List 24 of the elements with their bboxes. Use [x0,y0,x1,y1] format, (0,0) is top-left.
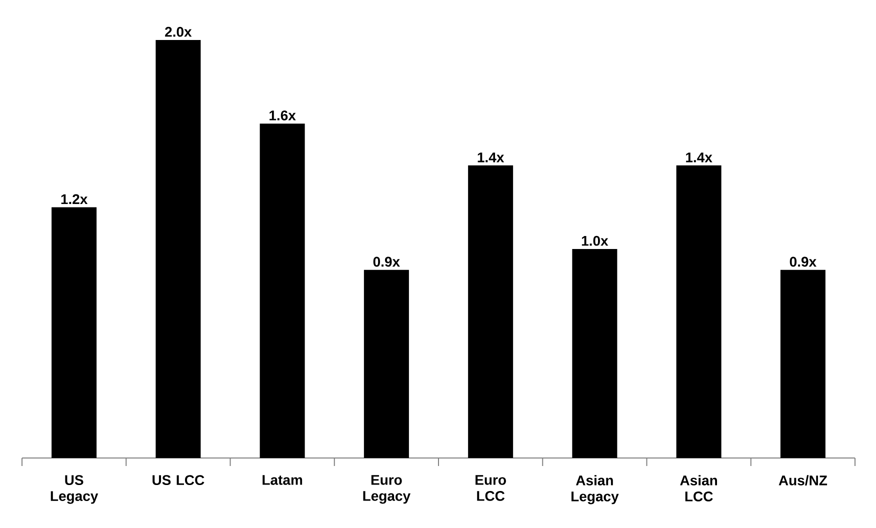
x-tick-label: US LCC [152,475,204,486]
data-label: 0.9x [373,256,400,267]
bar [468,165,514,458]
data-label: 1.4x [686,152,712,162]
bar [364,270,409,458]
bar [572,249,618,458]
x-tick-label: US Legacy [50,475,98,504]
x-tick-label: Euro Legacy [363,475,410,504]
bar [780,270,826,458]
x-tick-label: Asian LCC [680,475,718,502]
data-label: 0.9x [790,256,816,267]
data-label: 1.4x [478,152,504,162]
data-label: 2.0x [165,26,192,37]
bar [156,40,201,458]
x-tick-label: Euro LCC [476,475,506,501]
data-label: 1.6x [270,110,296,120]
x-tick-label: Aus/NZ [778,475,828,486]
bar [52,207,97,458]
x-tick-label: Asian Legacy [572,475,619,504]
data-label: 1.2x [61,194,88,204]
data-label: 1.0x [582,236,608,246]
bar [260,124,305,458]
x-tick-label: Latam [262,475,302,485]
bar [676,165,722,458]
